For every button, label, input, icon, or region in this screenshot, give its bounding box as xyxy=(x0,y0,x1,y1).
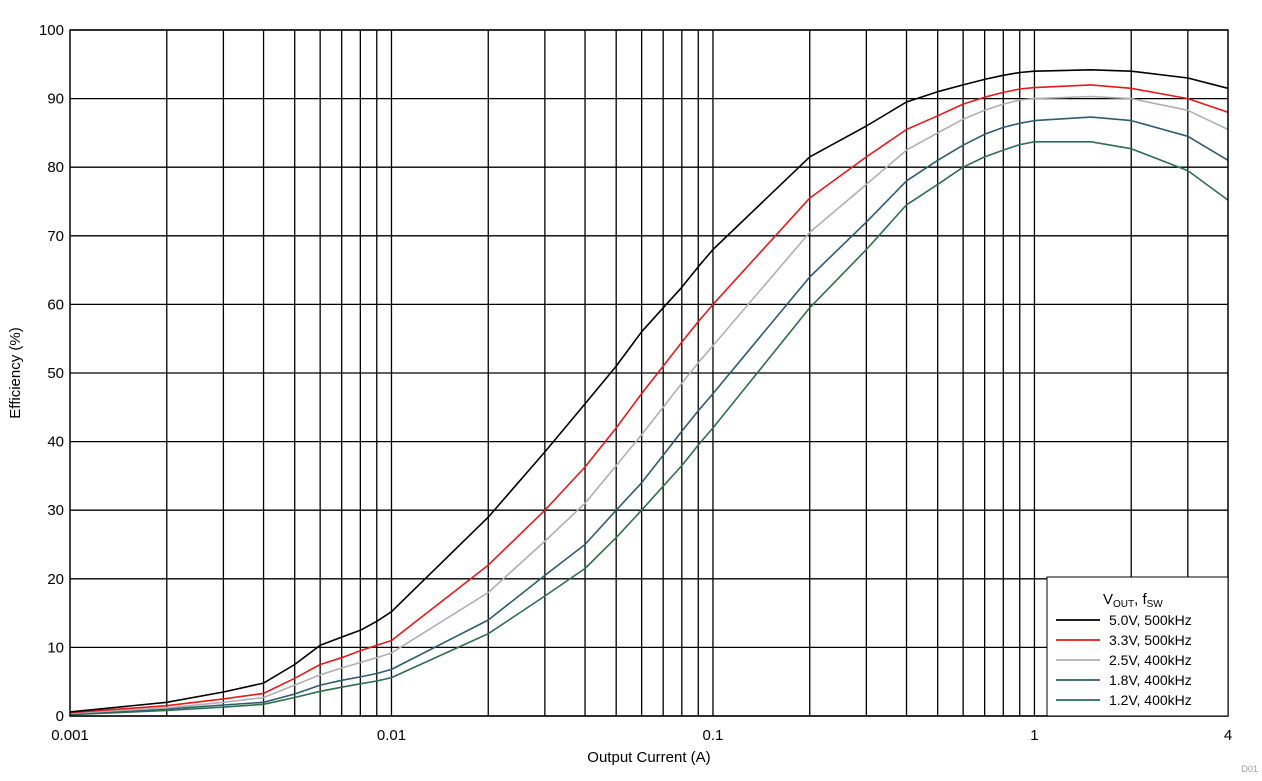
legend-label: 3.3V, 500kHz xyxy=(1109,632,1192,648)
y-axis-label: Efficiency (%) xyxy=(7,327,24,418)
legend-label: 1.2V, 400kHz xyxy=(1109,692,1192,708)
y-tick-label: 70 xyxy=(47,228,64,245)
tick-layer: 0 10 20 30 40 50 60 70 80 90 100 0.001 0.01 0.1 1 4 xyxy=(39,22,1232,744)
y-tick-label: 20 xyxy=(47,571,64,588)
x-tick-label: 0.01 xyxy=(377,727,406,744)
y-tick-label: 30 xyxy=(47,502,64,519)
series-layer xyxy=(69,69,1229,716)
legend-label: 1.8V, 400kHz xyxy=(1109,672,1192,688)
legend-title: VOUT, fSW xyxy=(1103,591,1163,610)
y-tick-label: 0 xyxy=(56,708,64,725)
legend-entries: 5.0V, 500kHz 3.3V, 500kHz 2.5V, 400kHz 1.8V… xyxy=(1056,612,1192,708)
series-line xyxy=(69,141,1229,716)
series-line xyxy=(69,116,1229,715)
series-line xyxy=(69,95,1229,715)
legend-label: 5.0V, 500kHz xyxy=(1109,612,1192,628)
series-line xyxy=(69,69,1229,713)
x-tick-label: 0.1 xyxy=(703,727,724,744)
x-tick-label: 4 xyxy=(1224,727,1232,744)
y-tick-label: 80 xyxy=(47,159,64,176)
x-tick-label: 1 xyxy=(1030,727,1038,744)
y-tick-label: 60 xyxy=(47,296,64,313)
plot-frame xyxy=(69,29,1229,717)
y-tick-label: 100 xyxy=(39,22,64,39)
y-tick-label: 50 xyxy=(47,365,64,382)
x-axis-label: Output Current (A) xyxy=(587,749,710,766)
x-tick-label: 0.001 xyxy=(51,727,89,744)
y-tick-label: 90 xyxy=(47,91,64,108)
footer-mark: D01 xyxy=(1241,764,1258,774)
legend: VOUT, fSW 5.0V, 500kHz 3.3V, 500kHz 2.5V, … xyxy=(1046,576,1229,717)
y-tick-label: 10 xyxy=(47,639,64,656)
series-line xyxy=(69,84,1229,714)
legend-box xyxy=(1046,576,1229,717)
legend-label: 2.5V, 400kHz xyxy=(1109,652,1192,668)
y-tick-label: 40 xyxy=(47,434,64,451)
